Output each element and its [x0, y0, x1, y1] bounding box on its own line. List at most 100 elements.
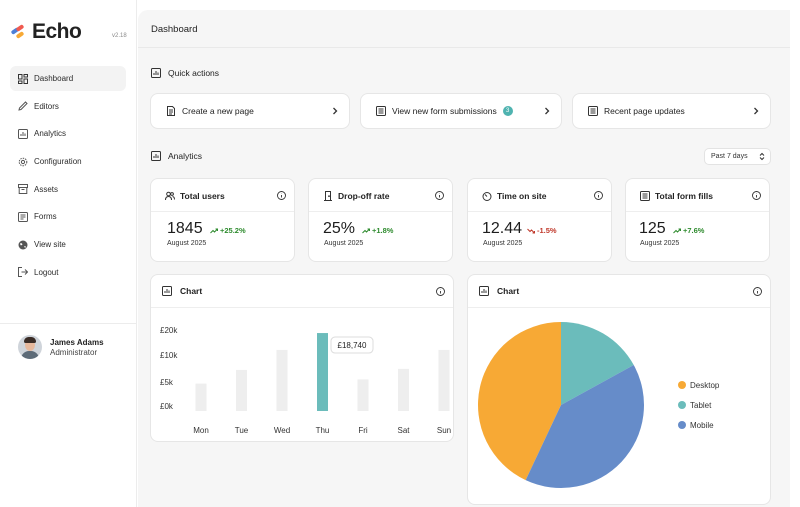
date-range-select[interactable]: Past 7 days: [704, 148, 771, 165]
sidebar-nav: Dashboard Editors Analytics Configuratio…: [10, 66, 126, 288]
legend-swatch: [678, 401, 686, 409]
info-icon[interactable]: [753, 287, 762, 296]
count-badge: 3: [502, 106, 513, 116]
sidebar-item-assets[interactable]: Assets: [10, 177, 126, 202]
trend-up-icon: [210, 228, 218, 234]
app-version: v2.18: [112, 33, 127, 39]
sidebar-item-label: Logout: [34, 267, 59, 277]
analytics-heading: Analytics: [151, 151, 202, 161]
x-tick-label: Sat: [397, 426, 410, 435]
create-page-button[interactable]: Create a new page: [150, 93, 350, 129]
sidebar-item-editors[interactable]: Editors: [10, 94, 126, 119]
sidebar-item-label: Forms: [34, 212, 57, 222]
bar-chart-icon: [151, 151, 161, 161]
pie-slice-tablet[interactable]: [561, 322, 634, 405]
sidebar-item-forms[interactable]: Forms: [10, 204, 126, 229]
y-tick-label: £20k: [160, 326, 178, 335]
x-tick-label: Sun: [437, 426, 451, 435]
form-icon: [18, 211, 28, 222]
info-icon[interactable]: [435, 191, 444, 200]
dashboard-icon: [18, 73, 28, 84]
legend-label: Mobile: [690, 421, 714, 430]
list-icon: [376, 106, 386, 116]
users-icon: [165, 191, 175, 201]
stat-period: August 2025: [483, 240, 523, 247]
stat-delta: +7.6%: [673, 226, 704, 235]
sidebar-item-analytics[interactable]: Analytics: [10, 121, 126, 146]
globe-icon: [18, 240, 28, 250]
user-profile[interactable]: James Adams Administrator: [18, 335, 104, 359]
sidebar-item-dashboard[interactable]: Dashboard: [10, 66, 126, 91]
sidebar-item-view-site[interactable]: View site: [10, 232, 126, 257]
bar-chart-icon: [479, 286, 489, 296]
stat-value: 125: [639, 220, 666, 237]
info-icon[interactable]: [594, 191, 603, 200]
stat-delta: +25.2%: [210, 226, 246, 235]
bar-chart-card: Chart £0k £5k £10k £20k Mon Tue Wed Thu £18,740 F…: [150, 274, 454, 442]
pie-slice-desktop[interactable]: [478, 322, 561, 481]
bar-chart-icon: [162, 286, 172, 296]
list-icon: [588, 106, 598, 116]
list-icon: [640, 191, 650, 201]
bar-mon[interactable]: [195, 383, 207, 411]
stat-card-total-users: Total users 1845 +25.2% August 2025: [150, 178, 295, 262]
quick-actions-heading: Quick actions: [151, 68, 219, 78]
pencil-icon: [18, 101, 28, 111]
recent-page-updates-button[interactable]: Recent page updates: [572, 93, 771, 129]
info-icon[interactable]: [436, 287, 445, 296]
trend-up-icon: [673, 228, 681, 234]
app-logo[interactable]: Echo: [10, 20, 82, 44]
top-bar: Dashboard: [138, 10, 790, 48]
info-icon[interactable]: [277, 191, 286, 200]
avatar: [18, 335, 42, 359]
bar-sat[interactable]: [398, 368, 409, 411]
stat-period: August 2025: [640, 240, 680, 247]
pie-slice-mobile[interactable]: [525, 365, 644, 488]
sort-arrows-icon: [759, 152, 765, 161]
tooltip: [330, 336, 374, 354]
bar-fri[interactable]: [357, 379, 369, 411]
bar-wed[interactable]: [276, 349, 288, 411]
sidebar-item-label: View site: [34, 240, 66, 250]
bar-tue[interactable]: [236, 369, 247, 411]
view-form-submissions-button[interactable]: View new form submissions 3: [360, 93, 562, 129]
stat-delta: -1.5%: [527, 226, 557, 235]
x-tick-label: Thu: [316, 426, 330, 435]
archive-icon: [18, 184, 28, 195]
sidebar-item-label: Assets: [34, 184, 59, 194]
bar-sun[interactable]: [438, 349, 450, 411]
main-content: Dashboard Quick actions Create a new pag…: [138, 10, 790, 507]
stat-card-time-on-site: Time on site 12.44 -1.5% August 2025: [467, 178, 612, 262]
stat-period: August 2025: [324, 240, 364, 247]
timer-icon: [482, 191, 492, 201]
page-title: Dashboard: [151, 24, 198, 35]
sidebar-item-label: Analytics: [34, 129, 67, 139]
sidebar-item-configuration[interactable]: Configuration: [10, 149, 126, 174]
chevron-right-icon: [331, 106, 339, 116]
x-tick-label: Mon: [193, 426, 209, 435]
info-icon[interactable]: [752, 191, 761, 200]
y-tick-label: £5k: [160, 378, 174, 387]
user-name: James Adams: [50, 337, 104, 347]
user-role: Administrator: [50, 347, 98, 357]
echo-logo-icon: [11, 24, 24, 39]
chevron-right-icon: [752, 106, 760, 116]
legend-label: Tablet: [690, 401, 712, 410]
sidebar-item-logout[interactable]: Logout: [10, 260, 126, 285]
stat-value: 1845: [167, 220, 203, 237]
sidebar-item-label: Editors: [34, 101, 59, 111]
document-icon: [166, 106, 176, 116]
app-name: Echo: [32, 20, 82, 43]
stat-card-total-form-fills: Total form fills 125 +7.6% August 2025: [625, 178, 770, 262]
logout-icon: [18, 267, 28, 278]
stat-value: 12.44: [482, 220, 523, 237]
bar-thu[interactable]: [317, 333, 328, 411]
stat-value: 25%: [323, 220, 356, 237]
door-icon: [323, 191, 333, 201]
sidebar-divider: [0, 323, 137, 324]
x-tick-label: Tue: [235, 426, 249, 435]
legend-swatch: [678, 421, 686, 429]
tooltip-value: £18,740: [338, 341, 367, 350]
stat-delta: +1.8%: [362, 226, 393, 235]
sidebar-item-label: Configuration: [34, 157, 82, 167]
